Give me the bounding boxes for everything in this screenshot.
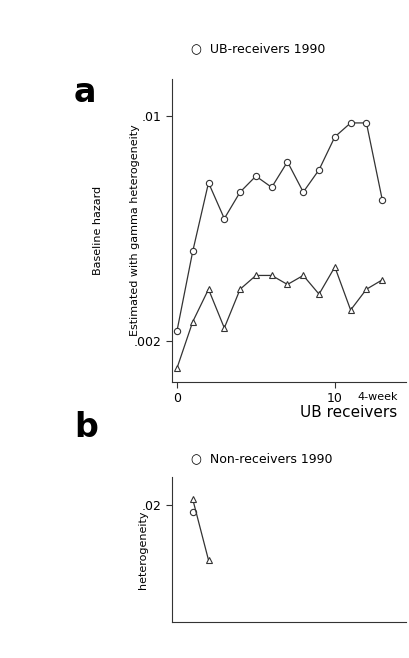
Text: a: a — [74, 76, 96, 109]
Text: ○  Non-receivers 1990: ○ Non-receivers 1990 — [191, 453, 332, 465]
Text: ○  UB-receivers 1990: ○ UB-receivers 1990 — [191, 41, 324, 55]
Text: heterogeneity: heterogeneity — [138, 510, 148, 589]
Text: UB receivers: UB receivers — [300, 405, 397, 420]
Text: Baseline hazard: Baseline hazard — [93, 186, 103, 275]
Text: b: b — [74, 411, 97, 444]
Text: 4-week: 4-week — [356, 392, 397, 401]
Text: Estimated with gamma heterogeneity: Estimated with gamma heterogeneity — [130, 124, 140, 336]
